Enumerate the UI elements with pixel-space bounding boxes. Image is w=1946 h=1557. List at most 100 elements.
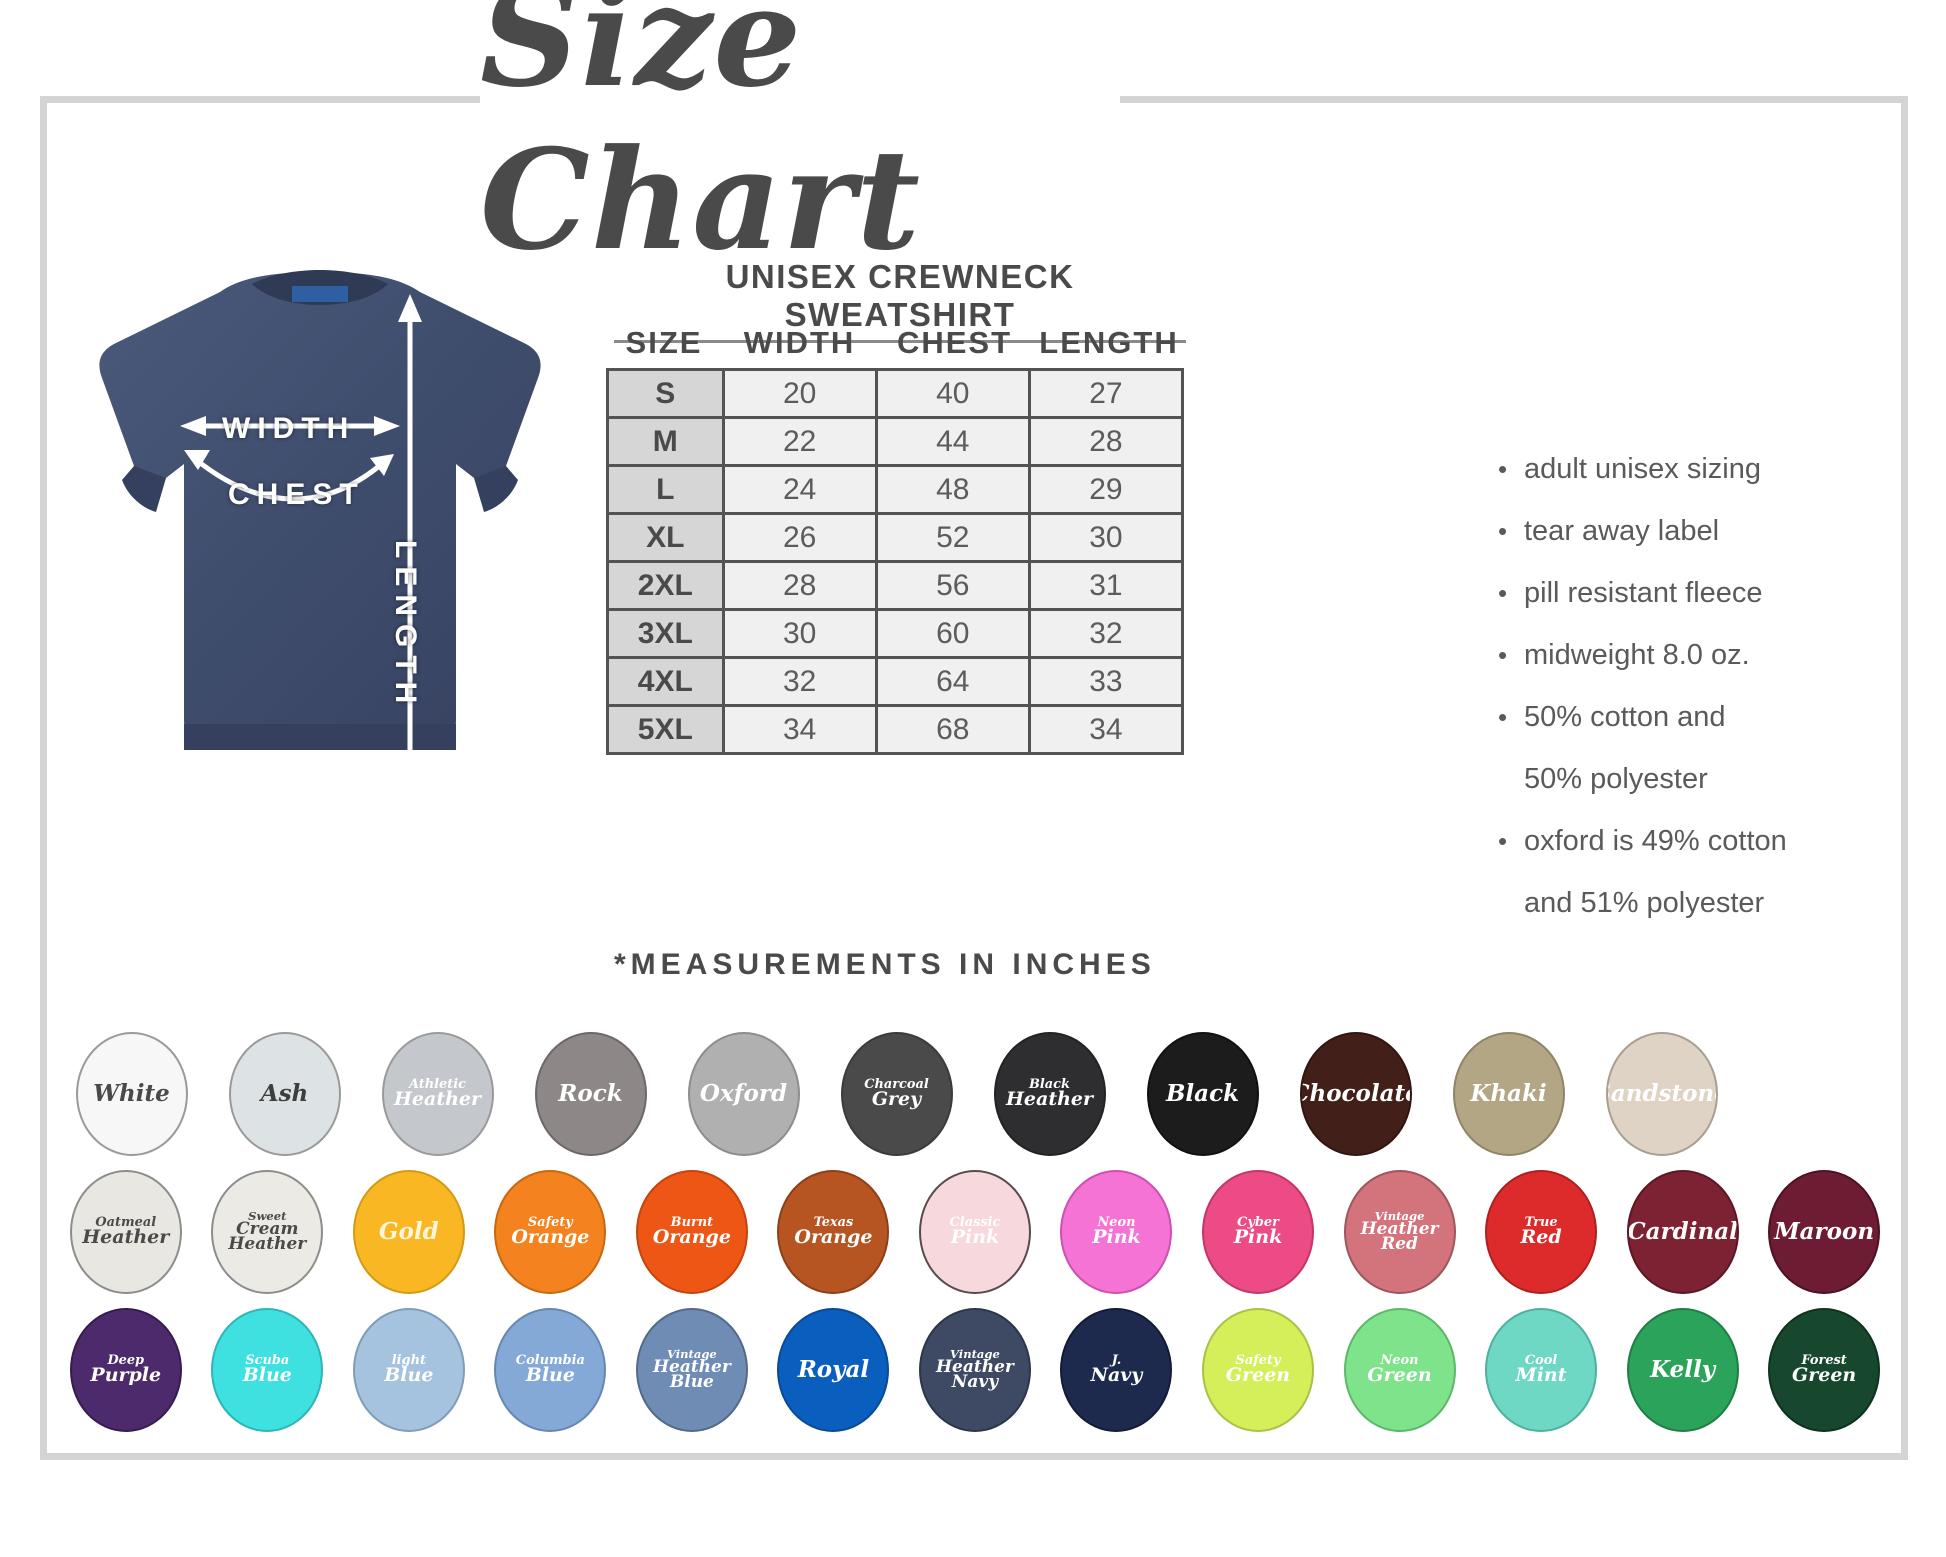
color-swatch[interactable]: True Red — [1470, 1166, 1612, 1298]
swatch-dot[interactable]: Cool Mint — [1485, 1308, 1598, 1432]
color-swatch[interactable]: Ash — [208, 1028, 361, 1160]
swatch-dot[interactable]: J. Navy — [1060, 1308, 1173, 1432]
color-swatch[interactable]: Forest Green — [1753, 1304, 1895, 1436]
column-header-chest: CHEST — [896, 325, 1013, 360]
color-swatch[interactable]: Maroon — [1753, 1166, 1895, 1298]
swatch-dot[interactable]: Neon Pink — [1060, 1170, 1173, 1294]
swatch-label-line: Cyber — [1237, 1215, 1279, 1231]
swatch-dot[interactable]: Black Heather — [993, 1032, 1106, 1156]
color-swatch[interactable]: Gold — [338, 1166, 480, 1298]
swatch-dot[interactable]: Neon Green — [1343, 1308, 1456, 1432]
swatch-dot[interactable]: Athletic Heather — [381, 1032, 494, 1156]
swatch-dot[interactable]: Oatmeal Heather — [69, 1170, 182, 1294]
feature-list: adult unisex sizingtear away labelpill r… — [1498, 438, 1898, 934]
color-swatch[interactable]: Black — [1126, 1028, 1279, 1160]
swatch-label-line: Black — [1165, 1080, 1240, 1108]
swatch-dot[interactable]: Safety Green — [1202, 1308, 1315, 1432]
swatch-dot[interactable]: Black — [1146, 1032, 1259, 1156]
color-swatch[interactable]: Chocolate — [1279, 1028, 1432, 1160]
swatch-dot[interactable]: Scuba Blue — [211, 1308, 324, 1432]
color-swatch[interactable]: Sandstone — [1585, 1028, 1738, 1160]
color-swatch[interactable]: Oatmeal Heather — [55, 1166, 197, 1298]
swatch-dot[interactable]: Texas Orange — [777, 1170, 890, 1294]
swatch-label-line: Orange — [794, 1226, 873, 1249]
cell-width: 20 — [721, 368, 878, 419]
color-swatch[interactable]: Safety Green — [1187, 1304, 1329, 1436]
color-swatch[interactable]: Charcoal Grey — [820, 1028, 973, 1160]
swatch-dot[interactable]: Safety Orange — [494, 1170, 607, 1294]
color-swatch[interactable]: White — [55, 1028, 208, 1160]
color-swatch[interactable]: J. Navy — [1046, 1304, 1188, 1436]
swatch-dot[interactable]: Forest Green — [1768, 1308, 1881, 1432]
swatch-dot[interactable]: Cardinal — [1626, 1170, 1739, 1294]
swatch-label-line: J. — [1111, 1353, 1122, 1369]
feature-item: adult unisex sizing — [1498, 438, 1898, 500]
color-swatch[interactable]: Classic Pink — [904, 1166, 1046, 1298]
color-swatch[interactable]: Deep Purple — [55, 1304, 197, 1436]
cell-chest: 52 — [874, 512, 1031, 563]
swatch-dot[interactable]: Columbia Blue — [494, 1308, 607, 1432]
color-swatch[interactable]: Burnt Orange — [621, 1166, 763, 1298]
color-swatch[interactable]: Khaki — [1432, 1028, 1585, 1160]
swatch-dot[interactable]: Deep Purple — [69, 1308, 182, 1432]
color-swatch[interactable]: Cardinal — [1612, 1166, 1754, 1298]
color-swatch[interactable]: Vintage Heather Blue — [621, 1304, 763, 1436]
swatch-dot[interactable]: Vintage Heather Red — [1343, 1170, 1456, 1294]
color-swatch[interactable]: light Blue — [338, 1304, 480, 1436]
table-row: XL 26 52 30 — [606, 512, 1185, 563]
swatch-label-line: Deep — [107, 1353, 145, 1369]
color-swatch[interactable]: Black Heather — [973, 1028, 1126, 1160]
cell-width: 28 — [721, 560, 878, 611]
cell-length: 32 — [1027, 608, 1185, 659]
color-swatch[interactable]: Kelly — [1612, 1304, 1754, 1436]
swatch-dot[interactable]: Maroon — [1768, 1170, 1881, 1294]
swatch-dot[interactable]: Gold — [352, 1170, 465, 1294]
swatch-dot[interactable]: Vintage Heather Navy — [918, 1308, 1031, 1432]
swatch-dot[interactable]: Cyber Pink — [1202, 1170, 1315, 1294]
color-swatch[interactable]: Sweet Cream Heather — [197, 1166, 339, 1298]
color-swatch[interactable]: Cyber Pink — [1187, 1166, 1329, 1298]
swatch-label-line: True — [1524, 1215, 1558, 1231]
color-swatch-row: Oatmeal Heather Sweet Cream Heather Gold Safet… — [55, 1166, 1895, 1298]
swatch-label-line: Navy — [1090, 1364, 1143, 1387]
swatch-dot[interactable]: Ash — [228, 1032, 341, 1156]
swatch-label-line: Sweet — [248, 1209, 287, 1224]
swatch-dot[interactable]: Sandstone — [1605, 1032, 1718, 1156]
swatch-label-line: Pink — [1233, 1226, 1283, 1249]
swatch-label-line: Blue — [525, 1364, 575, 1387]
color-swatch[interactable]: Texas Orange — [763, 1166, 905, 1298]
feature-item: pill resistant fleece — [1498, 562, 1898, 624]
color-swatch[interactable]: Safety Orange — [480, 1166, 622, 1298]
swatch-dot[interactable]: Vintage Heather Blue — [635, 1308, 748, 1432]
swatch-label-line: Gold — [378, 1218, 439, 1246]
swatch-dot[interactable]: True Red — [1485, 1170, 1598, 1294]
color-swatch[interactable]: Athletic Heather — [361, 1028, 514, 1160]
color-swatch[interactable]: Columbia Blue — [480, 1304, 622, 1436]
swatch-dot[interactable]: Kelly — [1626, 1308, 1739, 1432]
color-swatch[interactable]: Vintage Heather Navy — [904, 1304, 1046, 1436]
swatch-dot[interactable]: Chocolate — [1299, 1032, 1412, 1156]
swatch-dot[interactable]: Oxford — [687, 1032, 800, 1156]
color-swatch[interactable]: Rock — [514, 1028, 667, 1160]
swatch-label-line: Heather — [652, 1356, 731, 1377]
swatch-dot[interactable]: Charcoal Grey — [840, 1032, 953, 1156]
color-swatch[interactable]: Vintage Heather Red — [1329, 1166, 1471, 1298]
swatch-dot[interactable]: Rock — [534, 1032, 647, 1156]
swatch-dot[interactable]: Classic Pink — [918, 1170, 1031, 1294]
color-swatch[interactable]: Royal — [763, 1304, 905, 1436]
color-swatch[interactable]: Cool Mint — [1470, 1304, 1612, 1436]
diagram-length-label: LENGTH — [389, 540, 422, 712]
color-swatch[interactable]: Oxford — [667, 1028, 820, 1160]
swatch-dot[interactable]: Sweet Cream Heather — [211, 1170, 324, 1294]
color-swatch[interactable]: Scuba Blue — [197, 1304, 339, 1436]
color-swatch[interactable]: Neon Green — [1329, 1304, 1471, 1436]
swatch-dot[interactable]: light Blue — [352, 1308, 465, 1432]
swatch-dot[interactable]: Burnt Orange — [635, 1170, 748, 1294]
swatch-label-line: Ash — [260, 1080, 309, 1108]
swatch-dot[interactable]: Royal — [777, 1308, 890, 1432]
swatch-dot[interactable]: Khaki — [1452, 1032, 1565, 1156]
swatch-label-line: Sandstone — [1608, 1080, 1716, 1108]
color-swatch[interactable]: Neon Pink — [1046, 1166, 1188, 1298]
swatch-dot[interactable]: White — [75, 1032, 188, 1156]
